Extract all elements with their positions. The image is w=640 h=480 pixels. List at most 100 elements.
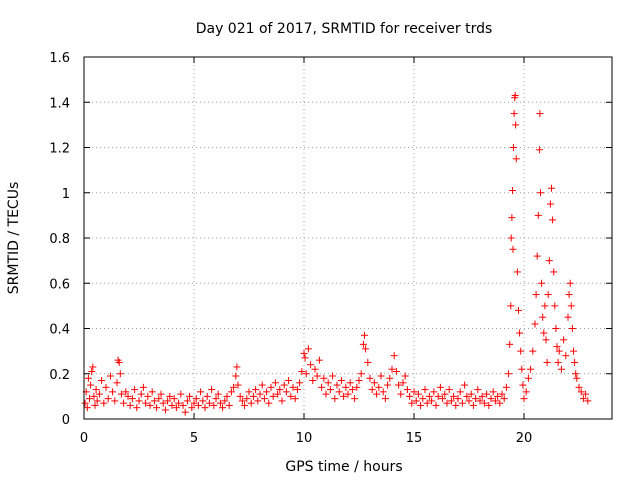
data-point [478,392,486,400]
data-point [168,401,176,409]
data-point [582,390,590,398]
data-point [293,386,301,394]
data-point [210,401,218,409]
data-point [315,356,323,364]
data-point [271,379,279,387]
data-point [344,390,352,398]
data-point [320,374,328,382]
data-point [342,383,350,391]
data-point [265,399,273,407]
y-tick-label: 0.2 [49,368,70,383]
data-point [212,395,220,403]
data-point [443,399,451,407]
data-point [518,365,526,373]
data-point [428,397,436,405]
data-point [346,379,354,387]
data-point [223,392,231,400]
data-point [131,386,139,394]
data-point [498,390,506,398]
data-point [285,377,293,385]
data-point [177,390,185,398]
data-point [408,399,416,407]
data-point [537,189,544,197]
data-point [386,374,394,382]
data-point [520,395,528,403]
data-point [489,388,497,396]
data-point [515,306,522,314]
data-point [159,399,167,407]
data-point [203,392,211,400]
data-point [554,358,562,366]
data-point [524,374,532,382]
data-point [90,392,98,400]
data-point [258,381,266,389]
data-point [313,372,321,380]
data-point [491,397,499,405]
data-point [92,386,100,394]
x-tick-label: 0 [80,431,88,446]
data-point [116,370,124,378]
data-point [548,184,555,192]
data-point [509,144,517,151]
data-point [519,381,527,389]
data-point [113,379,121,387]
data-point [83,404,91,412]
data-point [91,401,99,409]
data-point [102,383,110,391]
data-point [506,340,514,348]
data-point [219,404,227,412]
data-point [148,388,156,396]
data-point [296,379,304,387]
data-point [536,110,544,118]
data-point [329,372,337,380]
data-point [172,404,180,412]
data-point [397,390,405,398]
data-point [568,325,576,332]
data-point [441,390,449,398]
data-point [425,392,433,400]
y-axis-label: SRMTID / TECUs [6,182,22,295]
grid-layer [84,57,612,419]
data-point [225,401,233,409]
data-point [241,401,249,409]
data-point [111,397,119,405]
data-point [357,370,365,378]
data-point [359,340,367,348]
data-point [567,302,575,310]
data-point [153,404,161,412]
data-point [550,268,558,276]
data-point [139,383,147,391]
data-point [234,381,242,389]
data-point [541,302,549,310]
data-point [144,392,152,400]
data-point [227,388,235,396]
data-point [379,388,387,396]
data-point [434,392,442,400]
data-point [122,388,130,396]
data-point [575,383,583,391]
data-point [517,347,525,355]
data-point [480,399,488,407]
data-point [502,383,510,391]
data-point [298,367,306,375]
data-point [311,365,319,373]
data-point [392,367,400,375]
data-point [155,395,163,403]
data-point [335,388,343,396]
data-point [249,392,257,400]
data-point [133,404,141,412]
data-point [100,399,108,407]
data-point [432,401,440,409]
data-point [373,390,381,398]
data-point [214,390,222,398]
data-point [252,386,260,394]
data-point [461,381,469,389]
data-point [232,372,240,380]
data-point [384,381,392,389]
data-point [267,383,275,391]
data-point [564,313,572,321]
data-point [527,365,535,373]
data-point [278,397,286,405]
data-point [399,379,407,387]
data-point [403,386,411,394]
